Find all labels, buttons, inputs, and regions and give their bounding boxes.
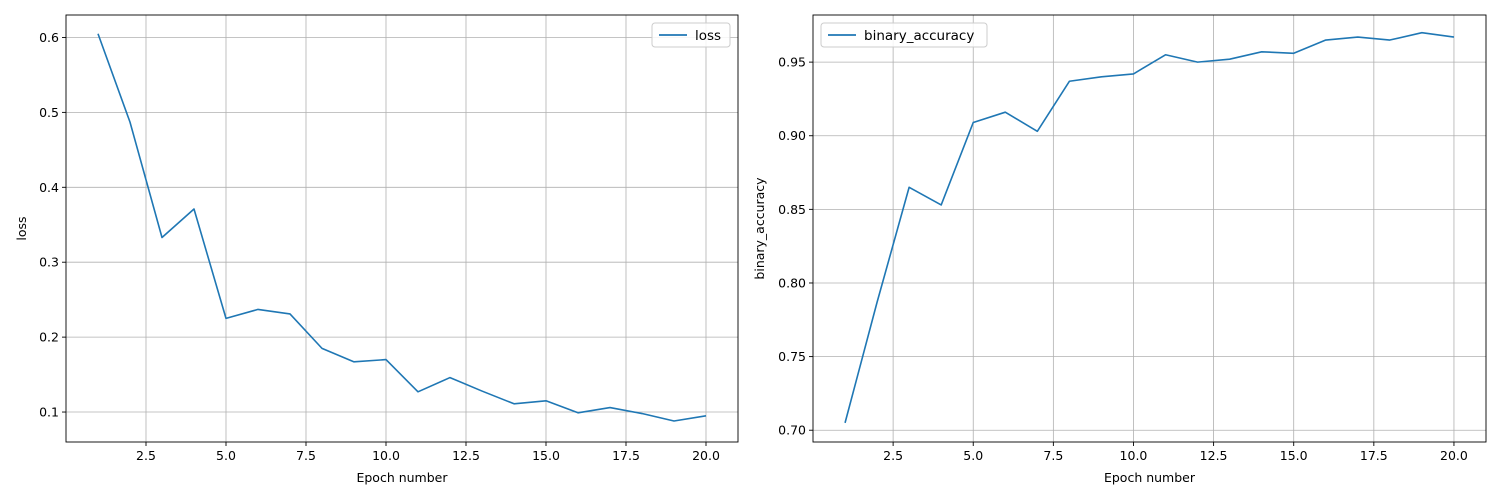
y-tick-label: 0.4	[39, 180, 59, 195]
chart-panel-1: 2.5 5.0 7.5 10.0 12.5 15.0 17.5 20.0 0.1 0.2 0.3 0.…	[14, 14, 739, 485]
x-tick-label: 12.5	[452, 448, 480, 463]
x-tick-label: 20.0	[1440, 448, 1468, 463]
x-tick-label: 20.0	[692, 448, 720, 463]
y-tick-label: 0.90	[778, 128, 806, 143]
legend: loss	[651, 22, 731, 48]
legend-box	[651, 22, 731, 48]
x-tick-label: 10.0	[372, 448, 400, 463]
series-line-loss	[97, 33, 707, 422]
legend: binary_accuracy	[820, 22, 988, 48]
y-tick-label: 0.2	[39, 330, 59, 345]
y-tick-label: 0.1	[39, 405, 59, 420]
x-axis-label: Epoch number	[356, 470, 448, 485]
x-tick-label: 12.5	[1200, 448, 1228, 463]
y-tick-label: 0.70	[778, 423, 806, 438]
x-tick-label: 15.0	[532, 448, 560, 463]
y-tick-label: 0.6	[39, 30, 59, 45]
x-tick-label: 2.5	[883, 448, 903, 463]
plot-area	[66, 15, 738, 442]
y-axis-label: binary_accuracy	[752, 177, 767, 280]
axes-frame	[65, 14, 739, 443]
x-tick-label: 7.5	[1043, 448, 1063, 463]
legend-box	[820, 22, 988, 48]
legend-label: loss	[695, 28, 721, 44]
y-tick-label: 0.75	[778, 349, 806, 364]
y-tick-label: 0.95	[778, 55, 806, 70]
y-axis-label: loss	[14, 216, 29, 240]
y-tick-label: 0.5	[39, 105, 59, 120]
y-tick-label: 0.80	[778, 275, 806, 290]
x-tick-label: 17.5	[612, 448, 640, 463]
y-tick-label: 0.85	[778, 202, 806, 217]
x-tick-label: 15.0	[1280, 448, 1308, 463]
axes-frame	[812, 14, 1487, 443]
x-axis-label: Epoch number	[1104, 470, 1196, 485]
plot-area	[813, 15, 1486, 442]
y-tick-label: 0.3	[39, 255, 59, 270]
legend-label: binary_accuracy	[864, 28, 974, 44]
x-tick-label: 10.0	[1120, 448, 1148, 463]
x-tick-label: 17.5	[1360, 448, 1388, 463]
x-tick-label: 5.0	[216, 448, 236, 463]
chart-panel-2: 2.5 5.0 7.5 10.0 12.5 15.0 17.5 20.0 0.70 0.75 0.8…	[752, 14, 1487, 485]
series-line-binary_accuracy	[844, 31, 1455, 424]
x-tick-label: 2.5	[136, 448, 156, 463]
x-tick-label: 7.5	[296, 448, 316, 463]
x-tick-label: 5.0	[963, 448, 983, 463]
